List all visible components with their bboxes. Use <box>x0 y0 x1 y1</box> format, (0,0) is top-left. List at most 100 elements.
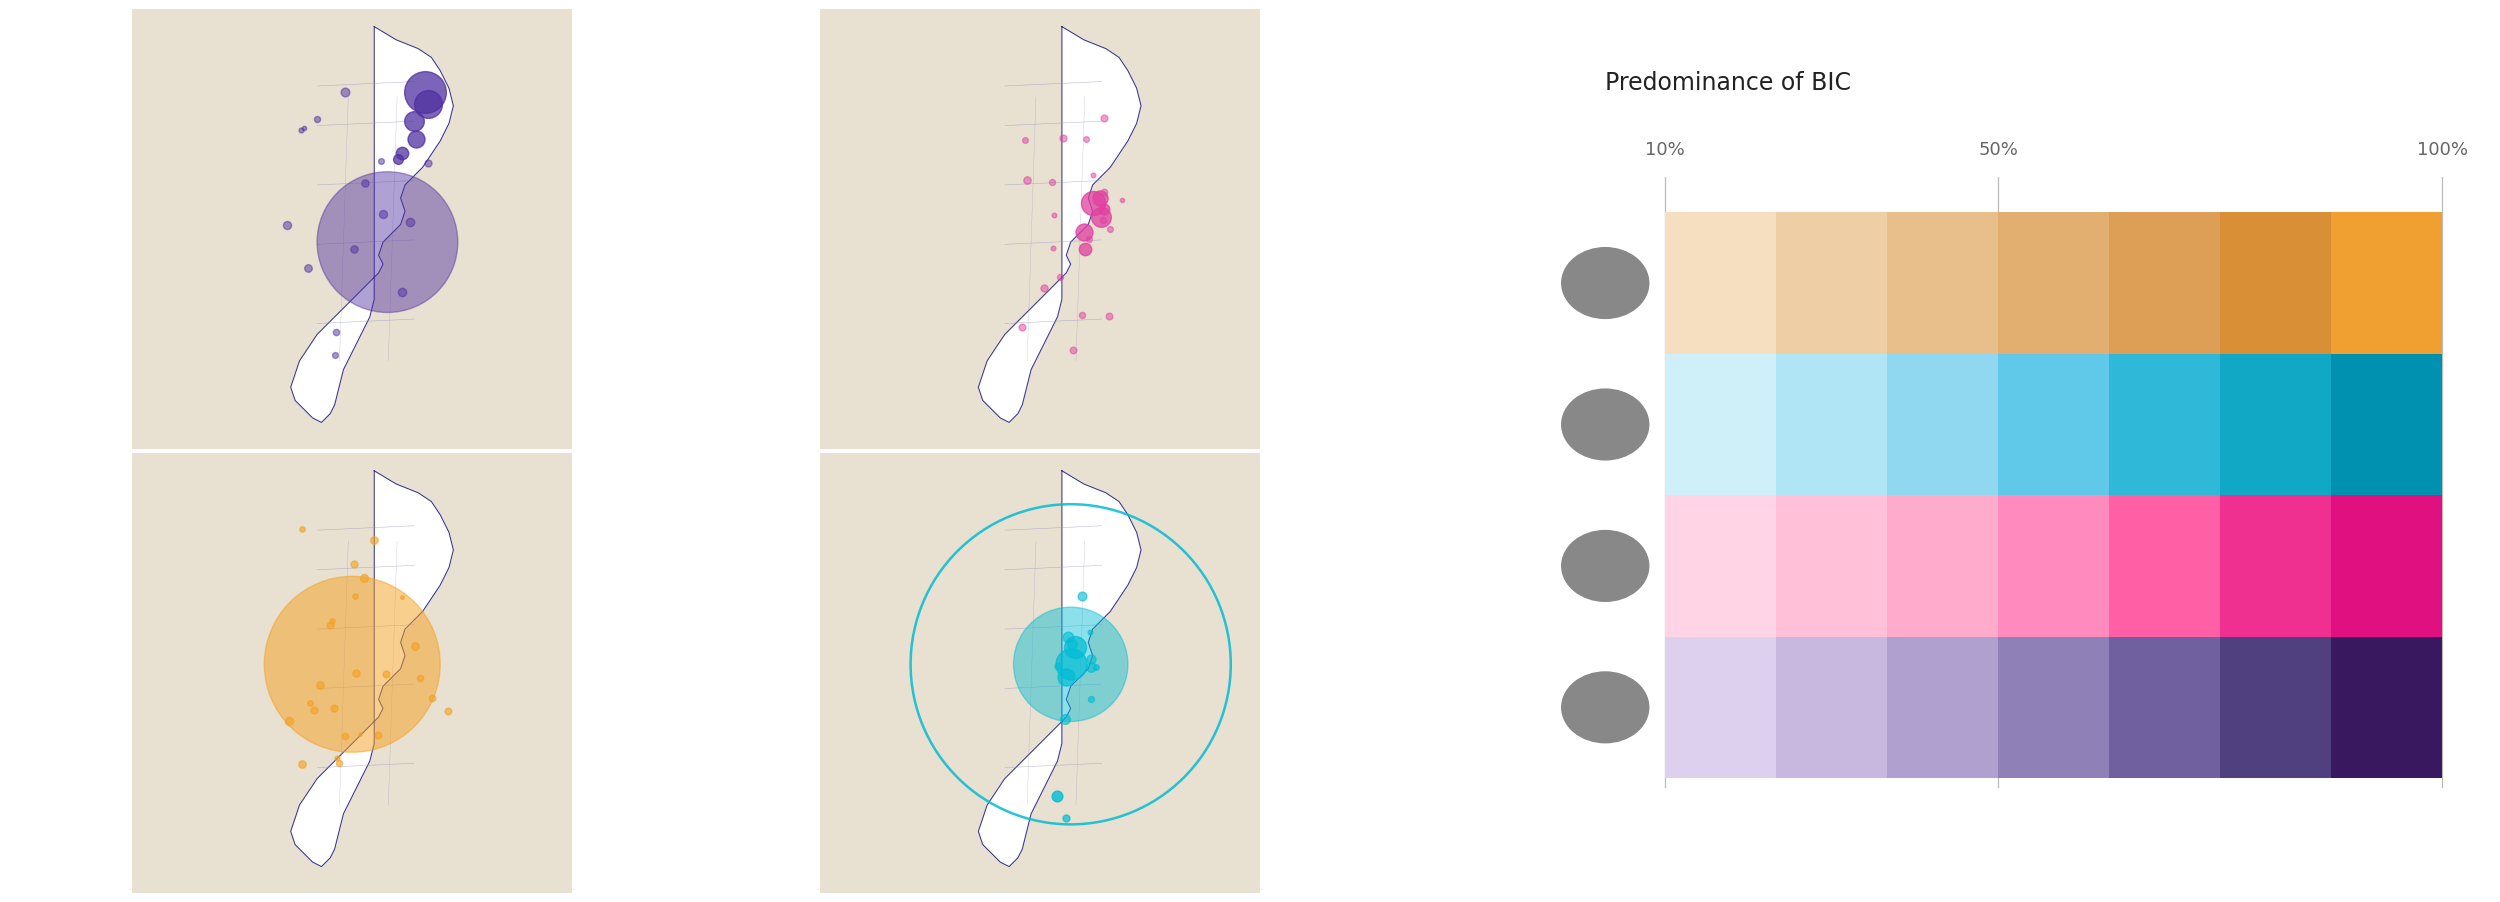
Point <box>1080 210 1120 225</box>
Point <box>362 207 403 222</box>
Point <box>1082 213 1122 227</box>
Bar <box>2220 212 2332 354</box>
Point <box>400 670 440 685</box>
Point <box>395 639 435 653</box>
Point <box>298 112 338 126</box>
Bar <box>2220 495 2332 637</box>
Point <box>412 691 452 705</box>
Point <box>315 348 355 363</box>
Point <box>1048 811 1088 825</box>
Point <box>1072 197 1112 211</box>
Point <box>318 750 357 765</box>
Text: HE: HE <box>1592 558 1618 574</box>
Text: 10%: 10% <box>1645 142 1685 160</box>
Point <box>270 713 310 728</box>
Point <box>288 261 328 275</box>
Bar <box>1888 637 1998 778</box>
Point <box>1008 173 1048 188</box>
Point <box>1048 630 1088 645</box>
Point <box>1032 174 1072 189</box>
Bar <box>1998 354 2110 495</box>
Point <box>268 218 308 233</box>
Point <box>1005 133 1045 148</box>
Point <box>325 85 365 99</box>
Bar <box>1665 354 1775 495</box>
Bar <box>1998 495 2110 637</box>
Point <box>335 666 375 680</box>
Point <box>1065 225 1105 239</box>
Bar <box>1998 637 2110 778</box>
Point <box>335 557 375 572</box>
Point <box>357 728 398 742</box>
Point <box>1088 308 1128 323</box>
Point <box>382 146 423 161</box>
Point <box>1038 789 1078 804</box>
Point <box>378 152 418 166</box>
Point <box>368 667 408 682</box>
Point <box>360 153 400 168</box>
Bar <box>1888 495 1998 637</box>
Point <box>395 132 435 146</box>
Bar <box>1665 212 1775 354</box>
Text: Predominance of BIC: Predominance of BIC <box>1605 71 1850 95</box>
Point <box>1085 184 1125 198</box>
Text: 50%: 50% <box>1978 142 2018 160</box>
Point <box>1052 343 1092 357</box>
Point <box>1070 232 1110 246</box>
Point <box>335 589 375 603</box>
Point <box>300 677 340 692</box>
Text: KI: KI <box>1598 417 1615 432</box>
Polygon shape <box>978 471 1140 867</box>
Bar <box>2110 354 2220 495</box>
Point <box>1085 202 1125 216</box>
Bar <box>1775 354 1888 495</box>
Bar <box>1665 637 1775 778</box>
Point <box>1040 271 1080 285</box>
Point <box>1072 168 1112 182</box>
Circle shape <box>1013 607 1128 722</box>
Circle shape <box>1562 530 1648 602</box>
Point <box>1072 692 1112 706</box>
Point <box>345 570 385 584</box>
Point <box>318 325 357 339</box>
Point <box>395 115 435 129</box>
Point <box>335 242 375 256</box>
Point <box>1102 193 1142 207</box>
Point <box>315 701 355 715</box>
Bar <box>2220 354 2332 495</box>
Point <box>282 521 322 536</box>
Point <box>290 695 330 710</box>
Point <box>1080 190 1120 205</box>
Point <box>1050 657 1090 671</box>
Bar <box>1775 637 1888 778</box>
Circle shape <box>1562 672 1648 742</box>
Point <box>1003 320 1042 335</box>
Point <box>1035 207 1075 222</box>
Circle shape <box>1562 389 1648 460</box>
Point <box>382 590 423 604</box>
Bar <box>2332 354 2442 495</box>
Bar <box>2332 495 2442 637</box>
Circle shape <box>265 576 440 752</box>
Bar <box>2332 212 2442 354</box>
Point <box>390 215 430 229</box>
Point <box>1072 659 1112 674</box>
Point <box>1065 242 1105 256</box>
Point <box>1062 308 1102 322</box>
Point <box>310 618 350 632</box>
Bar <box>2110 637 2220 778</box>
Point <box>382 284 423 299</box>
Circle shape <box>318 171 458 312</box>
Point <box>285 121 325 135</box>
Polygon shape <box>290 27 452 422</box>
Point <box>1062 589 1102 603</box>
Point <box>428 704 468 718</box>
Point <box>340 727 380 741</box>
Point <box>1032 241 1072 255</box>
Point <box>325 729 365 743</box>
Bar <box>2110 495 2220 637</box>
Point <box>405 85 445 99</box>
Bar <box>2332 637 2442 778</box>
Point <box>1042 131 1082 145</box>
Point <box>1070 651 1110 666</box>
